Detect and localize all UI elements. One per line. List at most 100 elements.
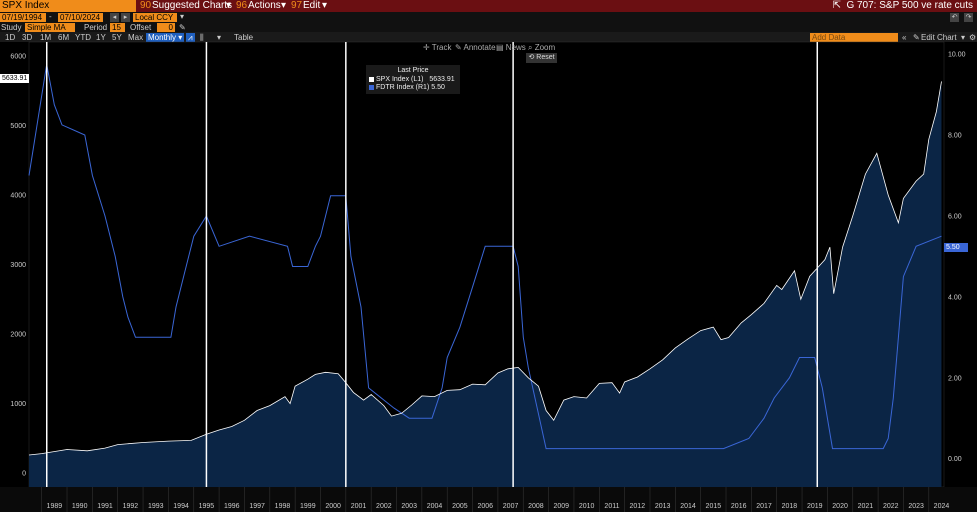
x-tick-label: 2012 — [630, 503, 646, 510]
line-chart-icon[interactable]: ⩘ — [186, 33, 195, 42]
annotate-icon: ✎ — [455, 43, 462, 52]
fdtr-last-tag: 5.50 — [944, 243, 968, 252]
bar-chart-icon[interactable]: ⫼ — [200, 33, 204, 42]
left-tick-label: 6000 — [10, 53, 26, 60]
chart-title: G 707: S&P 500 ve rate cuts — [846, 0, 973, 11]
annotate-tool[interactable]: ✎ Annotate — [455, 43, 496, 52]
range-6m-button[interactable]: 6M — [58, 33, 70, 42]
left-tick-label: 3000 — [10, 262, 26, 269]
pencil-icon[interactable]: ✎ — [179, 23, 186, 32]
x-tick-label: 1997 — [249, 503, 265, 510]
range-1y-button[interactable]: 1Y — [96, 33, 106, 42]
x-tick-label: 2017 — [756, 503, 772, 510]
range-1m-button[interactable]: 1M — [40, 33, 52, 42]
calendar-prev-icon[interactable]: ◂ — [110, 13, 119, 22]
right-tick-label: 2.00 — [948, 375, 962, 382]
frequency-label: Monthly — [148, 33, 177, 42]
offset-label: Offset — [130, 23, 152, 32]
x-tick-label: 1996 — [224, 503, 240, 510]
reset-icon: ⟲ — [528, 54, 535, 61]
range-max-button[interactable]: Max — [128, 33, 144, 42]
pencil-edit-icon[interactable]: ✎ — [913, 33, 920, 42]
actions-menu[interactable]: Actions — [248, 0, 281, 11]
range-5y-button[interactable]: 5Y — [112, 33, 122, 42]
spx-area-fill — [29, 81, 942, 488]
actions-dropdown-icon[interactable]: ▾ — [281, 0, 287, 11]
legend-header: Last Price — [397, 67, 429, 74]
left-axis-ticks: 0 1000 2000 3000 4000 5000 6000 — [10, 53, 26, 477]
x-tick-label: 2019 — [807, 503, 823, 510]
x-tick-label: 1999 — [300, 503, 316, 510]
frequency-dropdown[interactable]: Monthly ▾ — [146, 33, 185, 42]
suggested-dropdown-icon[interactable]: ▾ — [226, 0, 232, 11]
end-date-field[interactable]: 07/10/2024 — [58, 13, 103, 22]
actions-num: 96 — [236, 0, 248, 11]
x-tick-label: 2007 — [503, 503, 519, 510]
left-tick-label: 5000 — [10, 123, 26, 130]
x-tick-label: 1994 — [173, 503, 189, 510]
left-tick-label: 4000 — [10, 192, 26, 199]
x-tick-label: 2024 — [934, 503, 950, 510]
range-3d-button[interactable]: 3D — [22, 33, 33, 42]
range-1d-button[interactable]: 1D — [5, 33, 16, 42]
edit-chart-button[interactable]: Edit Chart — [921, 33, 957, 42]
edit-chart-dropdown-icon[interactable]: ▾ — [961, 33, 966, 42]
x-tick-label: 1991 — [97, 503, 113, 510]
x-tick-label: 1989 — [47, 503, 63, 510]
legend-spx-label: SPX Index (L1) — [376, 76, 424, 83]
calendar-next-icon[interactable]: ▸ — [121, 13, 130, 22]
news-tool[interactable]: ▤ News — [496, 43, 526, 52]
zoom-tool[interactable]: ⌕ Zoom — [528, 43, 555, 52]
collapse-icon[interactable]: « — [902, 33, 907, 42]
x-tick-label: 1998 — [275, 503, 291, 510]
study-label: Study — [1, 23, 22, 32]
date-dash: - — [49, 12, 52, 21]
legend-swatch-fdtr — [369, 84, 374, 90]
start-date-field[interactable]: 07/19/1994 — [0, 13, 46, 22]
popout-icon[interactable]: ⇱ — [832, 0, 841, 11]
x-tick-label: 1990 — [72, 503, 88, 510]
range-bar: 1D 3D 1M 6M YTD 1Y 5Y Max Monthly ▾ ⩘ ⫼ … — [0, 32, 977, 42]
news-icon: ▤ — [496, 43, 504, 52]
range-ytd-button[interactable]: YTD — [75, 33, 91, 42]
add-data-input[interactable]: Add Data — [810, 33, 898, 42]
track-icon: ✛ — [423, 43, 430, 52]
rate-cut-lines — [45, 42, 819, 487]
x-tick-label: 1993 — [148, 503, 164, 510]
track-tool[interactable]: ✛ Track — [423, 43, 451, 52]
reset-label: Reset — [536, 54, 555, 61]
x-tick-label: 2023 — [908, 503, 924, 510]
left-tick-label: 1000 — [10, 401, 26, 408]
top-bar: SPX Index 90 Suggested Charts ▾ 96 Actio… — [0, 0, 977, 12]
news-label: News — [505, 43, 526, 52]
x-tick-label: 2014 — [680, 503, 696, 510]
offset-field[interactable]: 0 — [157, 23, 175, 32]
edit-dropdown-icon[interactable]: ▾ — [322, 0, 328, 11]
security-field[interactable]: SPX Index — [0, 0, 136, 12]
settings-gear-icon[interactable]: ⚙ — [969, 33, 977, 42]
chart-type-dropdown-icon[interactable]: ▾ — [217, 33, 222, 42]
reset-button[interactable]: ⟲ Reset — [526, 53, 557, 63]
edit-num: 97 — [291, 0, 303, 11]
legend[interactable]: Last Price SPX Index (L1) 5633.91 FDTR I… — [366, 65, 460, 94]
edit-menu[interactable]: Edit — [303, 0, 321, 11]
suggested-charts-menu[interactable]: Suggested Charts — [152, 0, 233, 11]
undo-icon[interactable]: ↶ — [950, 13, 959, 22]
period-field[interactable]: 15 — [110, 23, 125, 32]
currency-field[interactable]: Local CCY — [133, 13, 177, 22]
table-button[interactable]: Table — [234, 33, 254, 42]
x-tick-label: 2004 — [427, 503, 443, 510]
x-tick-label: 2021 — [858, 503, 874, 510]
study-field[interactable]: Simple MA — [25, 23, 75, 32]
legend-row-spx: SPX Index (L1) 5633.91 — [369, 76, 455, 83]
spx-series-line — [28, 81, 942, 456]
currency-dropdown-icon[interactable]: ▾ — [180, 12, 185, 21]
redo-icon[interactable]: ↷ — [964, 13, 973, 22]
legend-swatch-spx — [369, 76, 374, 82]
spx-last-tag: 5633.91 — [0, 74, 29, 83]
track-label: Track — [431, 43, 452, 52]
right-tick-label: 8.00 — [948, 133, 962, 140]
x-tick-label: 2010 — [579, 503, 595, 510]
x-tick-label: 2001 — [351, 503, 367, 510]
